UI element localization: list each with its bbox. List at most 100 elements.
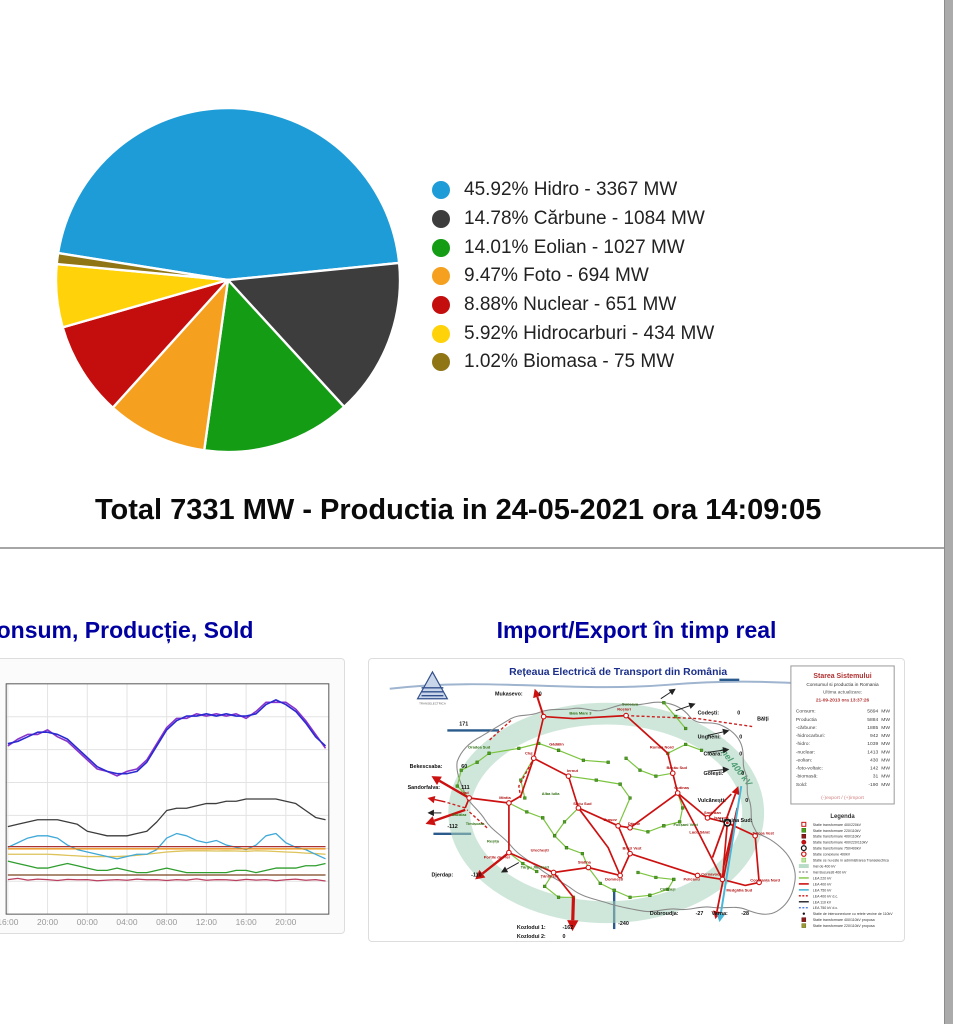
border-point-label: Kozlodui 1: — [517, 925, 546, 931]
x-tick-label: 00:00 — [77, 917, 98, 927]
border-point-value: 0 — [739, 751, 742, 757]
export-arrow-red-head — [533, 688, 542, 699]
station-220kv — [475, 760, 479, 764]
status-row-label: -foto-voltaic: — [796, 766, 823, 772]
map-legend-entry: Statie de interconexiune cu retele vecin… — [813, 912, 894, 916]
status-row-unit: MW — [881, 733, 890, 739]
legend-symbol — [801, 834, 807, 839]
legend-label: 9.47% Foto - 694 MW — [464, 265, 649, 287]
export-arrow-red-head — [475, 869, 486, 880]
pie-legend-item[interactable]: 1.02% Biomasa - 75 MW — [432, 348, 714, 377]
station-220kv — [618, 782, 622, 786]
station-220kv — [624, 756, 628, 760]
station-400kv — [752, 832, 758, 839]
x-tick-label: 12:00 — [196, 917, 217, 927]
map-legend-title: Legenda — [830, 814, 855, 820]
border-point-value: 0 — [741, 771, 744, 777]
pie-chart-svg — [54, 106, 402, 454]
map-legend-entry: Statie transformare 220/110kV — [813, 829, 862, 833]
pie-legend-item[interactable]: 14.78% Cărbune - 1084 MW — [432, 205, 714, 234]
status-row-unit: MW — [881, 774, 890, 780]
border-point-label: -112 — [447, 824, 457, 830]
city-label: Cernavodă — [701, 871, 722, 876]
station-220kv — [654, 875, 658, 880]
station-750kv-core — [725, 821, 729, 825]
city-label: Călărași — [660, 886, 675, 891]
border-point-value: -27 — [696, 911, 704, 917]
station-220kv — [525, 810, 529, 814]
pie-slice-foto — [111, 278, 230, 452]
pie-legend-item[interactable]: 8.88% Nuclear - 651 MW — [432, 291, 714, 320]
pie-legend-item[interactable]: 5.92% Hidrocarburi - 434 MW — [432, 319, 714, 348]
border-point-label: 171 — [459, 722, 468, 728]
station-400kv — [704, 815, 711, 821]
export-arrow-red-head — [731, 786, 740, 796]
line-400kv-dc — [445, 801, 466, 809]
station-400kv — [585, 864, 592, 871]
export-arrow-red — [571, 897, 576, 921]
border-point-value: 0 — [539, 692, 542, 698]
legend-color-dot — [432, 238, 450, 257]
import-export-map-panel[interactable]: inel 400 kV Roșiori Gădălin Cluj Iernut Sibiu… — [368, 658, 905, 942]
border-point-value: 0 — [563, 934, 566, 940]
border-point-label: Codești: — [698, 711, 720, 717]
station-400kv — [615, 822, 621, 829]
border-point-label: Bekescsaba: — [410, 764, 443, 770]
border-point-value: 0 — [745, 798, 748, 804]
border-arrow-black-head — [668, 688, 676, 696]
station-220kv — [662, 701, 666, 705]
status-row-value: 1885 — [867, 725, 878, 731]
status-updated-label: Ultima actualizare: — [823, 690, 862, 696]
map-legend-entry: Statie transformare 220/110kV propusa — [813, 924, 875, 928]
export-arrow-red-head — [431, 776, 442, 785]
export-arrow-red-head — [567, 920, 579, 932]
city-label: Pelicanu — [683, 876, 700, 881]
line-400kv — [697, 835, 761, 887]
legend-label: 45.92% Hidro - 3367 MW — [464, 179, 678, 201]
map-legend-entry: Statie transformare 750/400kV — [813, 847, 862, 851]
city-label: Cluj — [525, 750, 533, 755]
legend-symbol — [801, 857, 807, 863]
series-green-wavy — [7, 860, 326, 874]
x-tick-label: 20:00 — [275, 917, 296, 927]
pie-legend-item[interactable]: 45.92% Hidro - 3367 MW — [432, 176, 714, 205]
border-point-value: -28 — [741, 911, 749, 917]
x-tick-label: 16:00 — [236, 917, 257, 927]
status-row-label: -biomasă: — [796, 774, 818, 780]
legend-color-dot — [432, 267, 450, 286]
line-750kv-arrow — [719, 785, 743, 914]
city-label: Brazi Vest — [623, 846, 643, 851]
pie-legend-item[interactable]: 9.47% Foto - 694 MW — [432, 262, 714, 291]
border-point-value: -162 — [563, 925, 574, 931]
station-400kv — [540, 713, 547, 720]
line-400kv — [721, 822, 729, 880]
station-220kv — [517, 746, 521, 750]
station-220kv — [459, 768, 463, 772]
pie-legend-item[interactable]: 14.01% Eolian - 1027 MW — [432, 233, 714, 262]
station-220kv — [666, 887, 670, 891]
export-arrow-red-head — [425, 816, 436, 826]
border-point-label: Golești: — [704, 771, 724, 777]
status-row-unit: MW — [881, 717, 890, 723]
line-400kv — [706, 793, 732, 819]
station-400kv — [669, 770, 676, 777]
status-box-title: Starea Sistemului — [813, 673, 871, 680]
logo-caption: TRANSELECTRICA — [419, 702, 446, 706]
status-row-value: 142 — [870, 766, 879, 772]
legend-symbol — [802, 912, 806, 915]
vertical-scrollbar[interactable] — [944, 0, 953, 1024]
map-legend-entry: Statie transformare 400/110kV — [813, 835, 862, 839]
line-400kv-dc — [518, 761, 533, 799]
station-220kv — [654, 774, 658, 778]
status-row-value: -190 — [868, 782, 878, 788]
line-400kv — [676, 792, 724, 880]
x-tick-label: 16:00 — [0, 917, 19, 927]
export-arrow-red — [481, 851, 510, 875]
border-arrow-black — [506, 862, 520, 870]
border-point-label: Sandorfalva: — [408, 785, 441, 791]
station-220kv — [662, 824, 666, 828]
legend-symbol — [798, 864, 809, 869]
station-220kv — [541, 816, 545, 820]
legend-color-dot — [432, 210, 450, 229]
